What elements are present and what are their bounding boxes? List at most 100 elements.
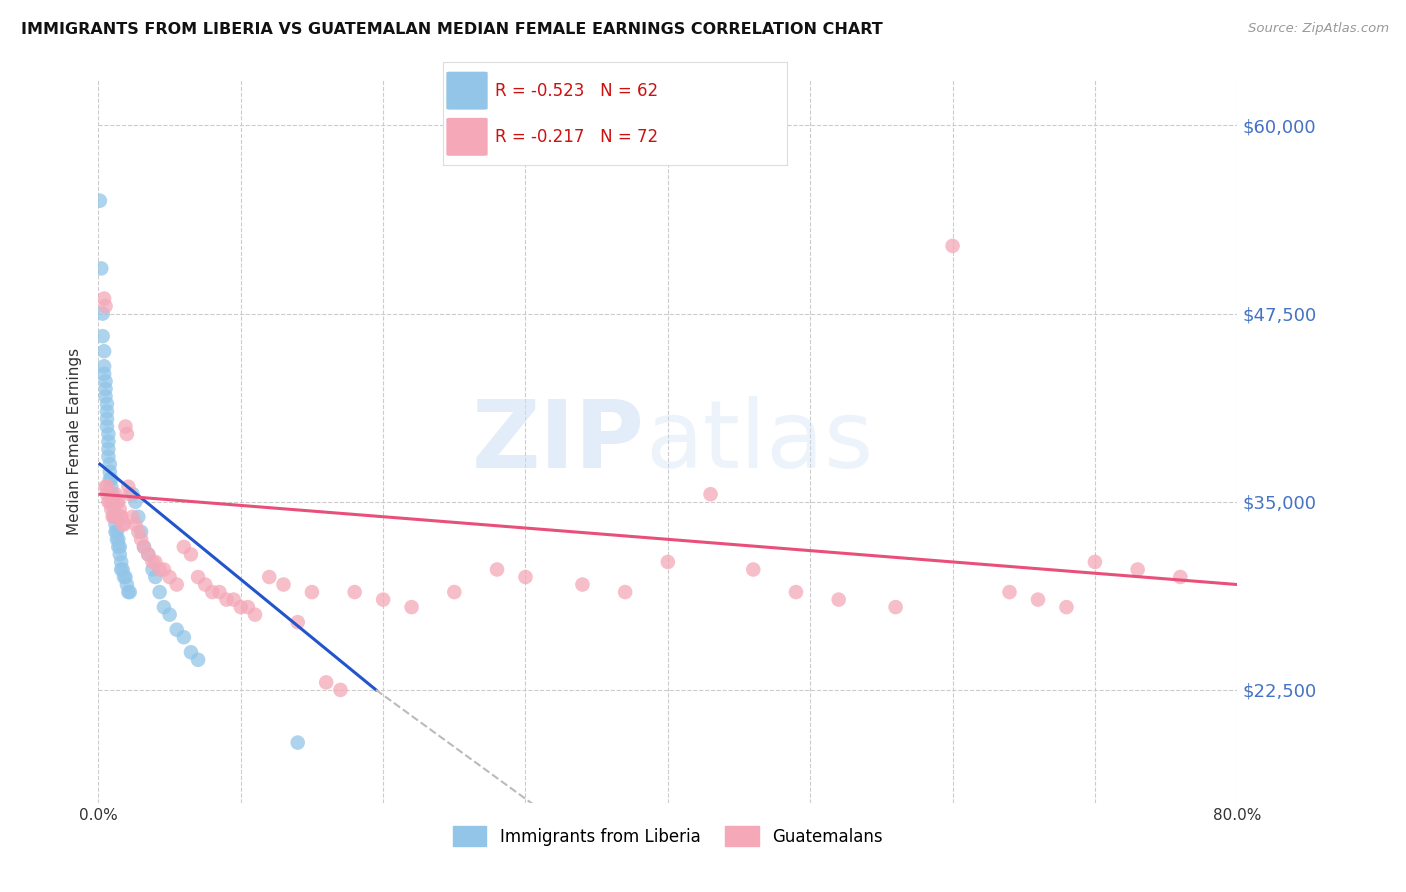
Point — [96, 412, 118, 426]
Point — [287, 615, 309, 630]
Point — [187, 653, 209, 667]
Point — [105, 494, 128, 508]
Point — [149, 562, 172, 576]
Point — [124, 494, 146, 508]
Point — [187, 570, 209, 584]
Point — [110, 509, 132, 524]
Point — [98, 457, 121, 471]
Point — [259, 570, 281, 584]
Point — [117, 480, 139, 494]
Point — [94, 299, 117, 313]
Point — [1026, 592, 1049, 607]
Point — [89, 194, 111, 208]
Point — [97, 427, 120, 442]
Point — [315, 675, 337, 690]
Point — [101, 509, 124, 524]
Point — [93, 359, 115, 374]
Point — [107, 494, 129, 508]
Point — [121, 487, 143, 501]
Point — [373, 592, 395, 607]
Point — [110, 509, 132, 524]
Point — [132, 540, 155, 554]
Point — [114, 570, 136, 584]
Point — [201, 585, 224, 599]
Point — [96, 397, 118, 411]
Point — [96, 419, 118, 434]
Point — [1084, 555, 1107, 569]
Legend: Immigrants from Liberia, Guatemalans: Immigrants from Liberia, Guatemalans — [446, 820, 890, 852]
Point — [1056, 600, 1078, 615]
Text: IMMIGRANTS FROM LIBERIA VS GUATEMALAN MEDIAN FEMALE EARNINGS CORRELATION CHART: IMMIGRANTS FROM LIBERIA VS GUATEMALAN ME… — [21, 22, 883, 37]
Point — [159, 570, 181, 584]
Point — [699, 487, 721, 501]
FancyBboxPatch shape — [446, 118, 488, 156]
Point — [107, 533, 129, 547]
Point — [90, 261, 112, 276]
Point — [108, 548, 131, 562]
Point — [100, 502, 122, 516]
Point — [173, 540, 195, 554]
Point — [129, 533, 152, 547]
Text: atlas: atlas — [645, 395, 873, 488]
Point — [94, 480, 117, 494]
Point — [129, 524, 152, 539]
Point — [145, 570, 167, 584]
Point — [742, 562, 765, 576]
Point — [273, 577, 295, 591]
Point — [111, 562, 134, 576]
Point — [486, 562, 509, 576]
Point — [100, 480, 122, 494]
Text: Source: ZipAtlas.com: Source: ZipAtlas.com — [1249, 22, 1389, 36]
Point — [110, 555, 132, 569]
Point — [104, 517, 127, 532]
Point — [104, 509, 127, 524]
Point — [236, 600, 259, 615]
Point — [91, 329, 114, 343]
Point — [136, 548, 159, 562]
Point — [94, 382, 117, 396]
Y-axis label: Median Female Earnings: Median Female Earnings — [67, 348, 83, 535]
Point — [97, 434, 120, 449]
Point — [136, 548, 159, 562]
Point — [112, 570, 135, 584]
Point — [96, 487, 118, 501]
Point — [118, 487, 141, 501]
Point — [166, 577, 188, 591]
Point — [93, 292, 115, 306]
Point — [571, 577, 593, 591]
Point — [149, 585, 172, 599]
Point — [1126, 562, 1149, 576]
Point — [121, 509, 143, 524]
Point — [329, 682, 352, 697]
Point — [180, 548, 202, 562]
Point — [153, 600, 176, 615]
Point — [153, 562, 176, 576]
Point — [127, 524, 149, 539]
Point — [114, 419, 136, 434]
Point — [100, 487, 122, 501]
Point — [96, 480, 118, 494]
Point — [141, 555, 163, 569]
Point — [166, 623, 188, 637]
Point — [884, 600, 907, 615]
Point — [104, 524, 127, 539]
Point — [110, 562, 132, 576]
Point — [124, 517, 146, 532]
Text: ZIP: ZIP — [472, 395, 645, 488]
Point — [215, 592, 238, 607]
Point — [127, 509, 149, 524]
Point — [828, 592, 851, 607]
Point — [107, 540, 129, 554]
Point — [141, 562, 163, 576]
Point — [98, 494, 121, 508]
Point — [111, 517, 134, 532]
Point — [287, 735, 309, 749]
Point — [96, 404, 118, 418]
Point — [180, 645, 202, 659]
Point — [222, 592, 245, 607]
Point — [443, 585, 465, 599]
Point — [101, 487, 124, 501]
Point — [145, 555, 167, 569]
Point — [93, 367, 115, 381]
Point — [94, 375, 117, 389]
